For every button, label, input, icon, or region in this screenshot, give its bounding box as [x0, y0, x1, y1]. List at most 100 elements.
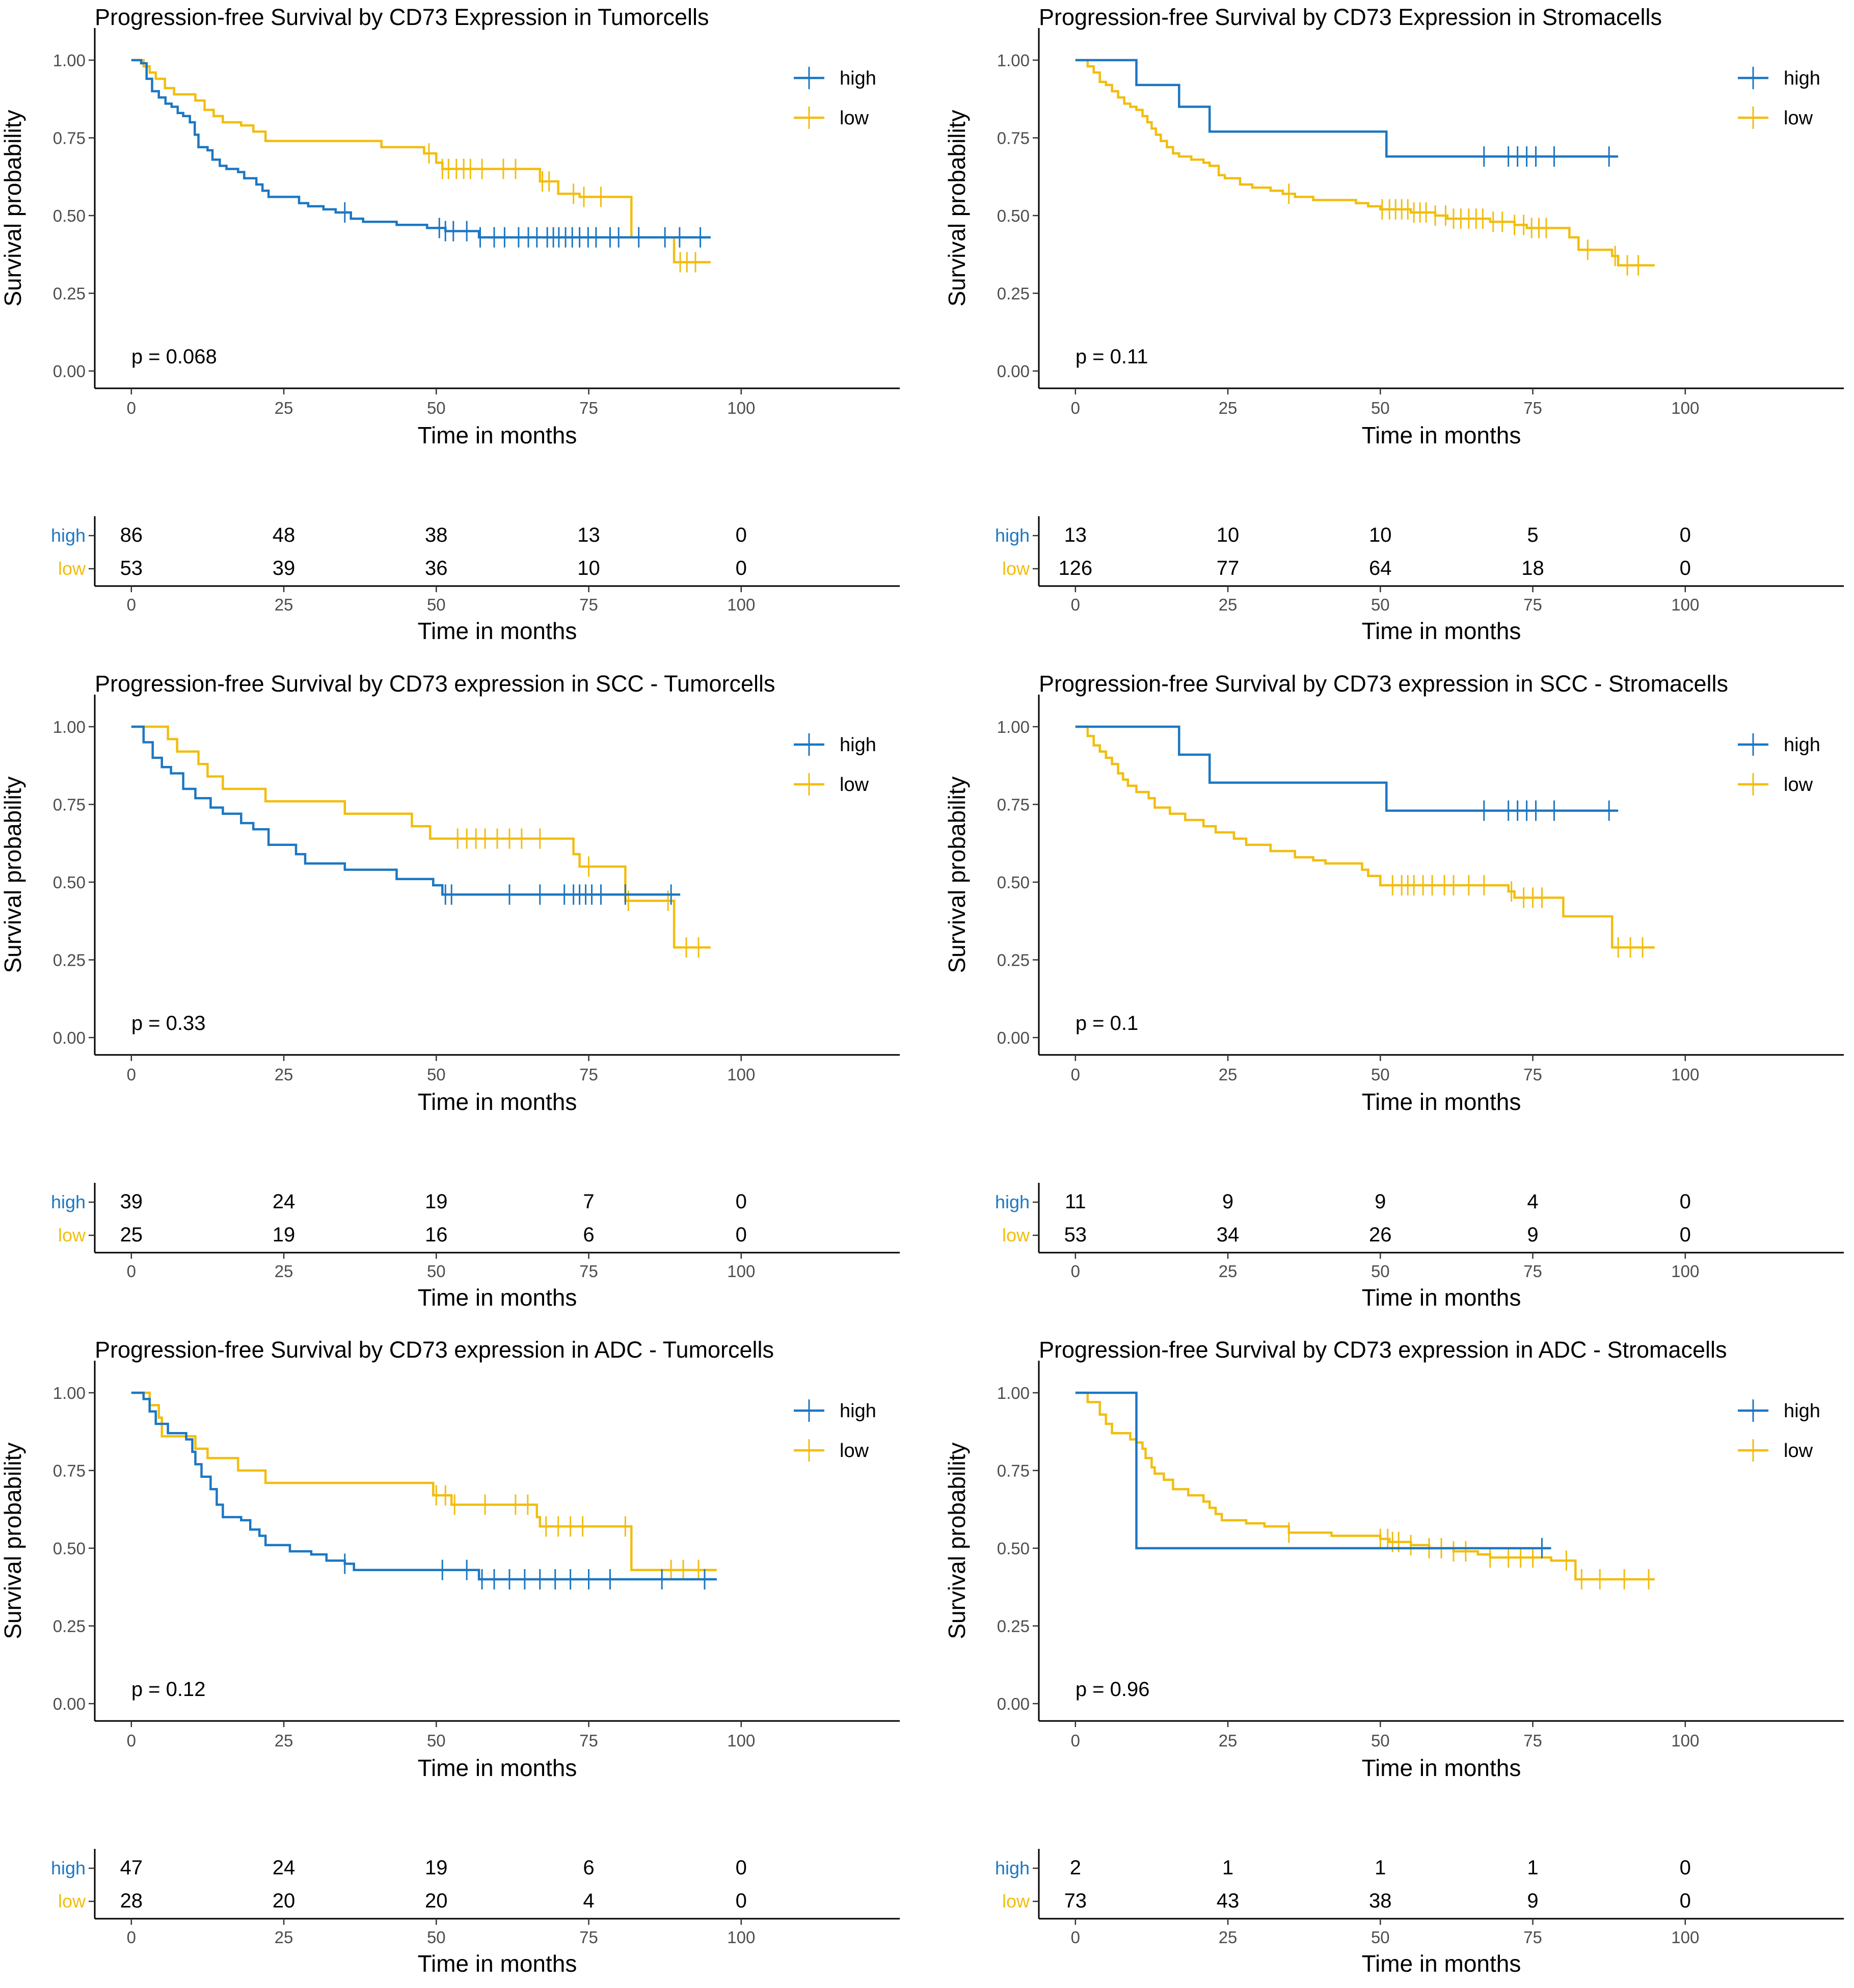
panel-title: Progression-free Survival by CD73 expres… [95, 1337, 774, 1363]
y-tick-label: 0.50 [53, 873, 86, 892]
risk-x-tick-label: 100 [727, 1262, 755, 1281]
x-tick-label: 0 [127, 399, 136, 417]
risk-x-axis-title: Time in months [1362, 1950, 1521, 1977]
y-tick-label: 1.00 [997, 1384, 1030, 1402]
risk-group-label-low: low [58, 1225, 86, 1245]
risk-group-label-low: low [58, 1891, 86, 1912]
x-tick-label: 25 [275, 399, 293, 417]
x-axis-title: Time in months [1362, 422, 1521, 448]
y-tick-label: 0.25 [997, 284, 1030, 303]
risk-count-low: 73 [1064, 1890, 1087, 1912]
risk-count-low: 10 [577, 557, 600, 579]
risk-count-high: 38 [425, 524, 448, 546]
risk-count-high: 86 [120, 524, 143, 546]
risk-count-low: 53 [1064, 1224, 1087, 1246]
risk-x-tick-label: 50 [1371, 1928, 1390, 1947]
survival-curve-high [131, 59, 711, 238]
risk-count-high: 47 [120, 1857, 143, 1879]
risk-x-tick-label: 100 [727, 595, 755, 614]
risk-count-high: 0 [736, 524, 747, 546]
survival-curve-low [131, 59, 711, 263]
p-value-label: p = 0.11 [1076, 346, 1148, 368]
risk-x-tick-label: 100 [1671, 595, 1699, 614]
survival-curve-high [1075, 59, 1619, 158]
risk-x-tick-label: 25 [275, 1928, 293, 1947]
legend-label-low: low [840, 108, 869, 129]
risk-x-axis-title: Time in months [418, 1284, 577, 1311]
risk-x-tick-label: 0 [127, 1262, 136, 1281]
risk-count-high: 0 [1680, 524, 1691, 546]
risk-count-low: 64 [1369, 557, 1392, 579]
risk-count-high: 9 [1375, 1190, 1386, 1213]
survival-curve-low [1075, 725, 1655, 949]
y-tick-label: 0.75 [53, 796, 86, 814]
risk-count-high: 11 [1065, 1190, 1086, 1213]
risk-count-high: 10 [1217, 524, 1240, 546]
risk-x-tick-label: 75 [1523, 1262, 1542, 1281]
legend-label-high: high [840, 734, 876, 756]
risk-group-label-high: high [995, 1858, 1030, 1878]
legend-label-low: low [1784, 108, 1813, 129]
censor-marks-high [344, 1553, 706, 1589]
risk-x-tick-label: 25 [1219, 595, 1238, 614]
legend-label-low: low [840, 774, 869, 796]
risk-x-tick-label: 75 [1523, 595, 1542, 614]
x-tick-label: 25 [275, 1731, 293, 1750]
risk-count-high: 7 [583, 1190, 594, 1213]
risk-count-high: 13 [1064, 524, 1087, 546]
risk-group-label-low: low [58, 558, 86, 579]
survival-curve-low [131, 725, 711, 949]
risk-x-tick-label: 75 [579, 595, 598, 614]
risk-count-high: 6 [583, 1857, 594, 1879]
km-panel-1: Progression-free Survival by CD73 Expres… [0, 4, 900, 644]
risk-x-axis-title: Time in months [418, 1950, 577, 1977]
risk-count-high: 19 [425, 1190, 448, 1213]
risk-x-tick-label: 100 [1671, 1928, 1699, 1947]
risk-count-low: 0 [1680, 1224, 1691, 1246]
y-tick-label: 0.00 [997, 1028, 1030, 1047]
risk-count-low: 20 [273, 1890, 295, 1912]
risk-group-label-high: high [51, 1191, 86, 1212]
x-tick-label: 75 [579, 399, 598, 417]
risk-x-tick-label: 50 [1371, 1262, 1390, 1281]
risk-x-tick-label: 0 [127, 595, 136, 614]
y-tick-label: 0.75 [997, 796, 1030, 814]
x-tick-label: 50 [427, 1065, 446, 1084]
risk-count-low: 4 [583, 1890, 594, 1912]
panel-title: Progression-free Survival by CD73 expres… [1039, 1337, 1727, 1363]
survival-curve-high [131, 1391, 717, 1581]
risk-x-tick-label: 25 [275, 1262, 293, 1281]
risk-count-low: 0 [736, 557, 747, 579]
risk-count-low: 0 [736, 1224, 747, 1246]
risk-count-low: 34 [1217, 1224, 1240, 1246]
risk-count-low: 20 [425, 1890, 448, 1912]
p-value-label: p = 0.068 [131, 346, 217, 368]
p-value-label: p = 0.96 [1076, 1678, 1150, 1701]
x-tick-label: 50 [427, 1731, 446, 1750]
risk-group-label-high: high [51, 525, 86, 546]
risk-x-tick-label: 50 [427, 1262, 446, 1281]
risk-x-tick-label: 50 [1371, 595, 1390, 614]
x-tick-label: 0 [1071, 1065, 1080, 1084]
risk-group-label-high: high [51, 1858, 86, 1878]
risk-count-low: 38 [1369, 1890, 1392, 1912]
risk-count-low: 16 [425, 1224, 448, 1246]
risk-count-high: 13 [577, 524, 600, 546]
risk-x-tick-label: 50 [427, 595, 446, 614]
y-tick-label: 0.50 [997, 1539, 1030, 1558]
km-panel-2: Progression-free Survival by CD73 Expres… [944, 4, 1844, 644]
censor-marks-low [428, 143, 696, 273]
risk-count-high: 10 [1369, 524, 1392, 546]
x-axis-title: Time in months [1362, 1089, 1521, 1115]
x-tick-label: 25 [1219, 1065, 1238, 1084]
risk-count-low: 9 [1527, 1224, 1538, 1246]
x-tick-label: 75 [579, 1731, 598, 1750]
x-tick-label: 100 [1671, 1731, 1699, 1750]
risk-x-tick-label: 25 [275, 595, 293, 614]
panel-title: Progression-free Survival by CD73 expres… [95, 671, 775, 697]
risk-count-low: 25 [120, 1224, 143, 1246]
x-tick-label: 25 [275, 1065, 293, 1084]
legend-label-high: high [840, 1400, 876, 1422]
risk-count-low: 77 [1217, 557, 1240, 579]
risk-count-low: 9 [1527, 1890, 1538, 1912]
